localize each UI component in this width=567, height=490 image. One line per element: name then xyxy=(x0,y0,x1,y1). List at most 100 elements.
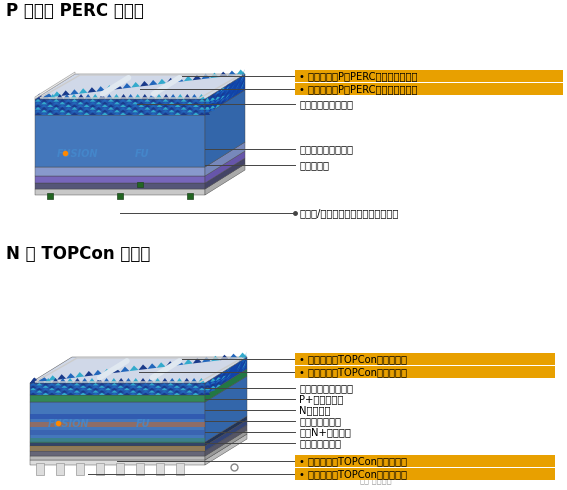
Polygon shape xyxy=(149,94,155,99)
Text: • 銀主棹（用P型PERC主棹銀浆制成）: • 銀主棹（用P型PERC主棹銀浆制成） xyxy=(299,71,417,81)
Polygon shape xyxy=(136,390,142,392)
Polygon shape xyxy=(102,99,108,101)
Polygon shape xyxy=(201,74,210,79)
Polygon shape xyxy=(167,383,174,386)
Polygon shape xyxy=(154,378,161,383)
Polygon shape xyxy=(53,112,60,115)
Polygon shape xyxy=(180,388,186,390)
Polygon shape xyxy=(144,101,150,104)
Polygon shape xyxy=(78,101,83,104)
Polygon shape xyxy=(150,104,156,107)
Polygon shape xyxy=(35,176,205,183)
Polygon shape xyxy=(136,392,142,395)
Polygon shape xyxy=(229,354,238,359)
Polygon shape xyxy=(81,378,88,383)
Polygon shape xyxy=(35,104,41,107)
Polygon shape xyxy=(155,390,161,392)
Polygon shape xyxy=(30,430,205,435)
Polygon shape xyxy=(124,383,130,386)
Polygon shape xyxy=(163,110,168,112)
Polygon shape xyxy=(138,110,144,112)
Polygon shape xyxy=(108,104,114,107)
FancyBboxPatch shape xyxy=(295,366,555,378)
Polygon shape xyxy=(127,94,134,99)
Polygon shape xyxy=(30,451,205,456)
Polygon shape xyxy=(220,98,225,103)
Polygon shape xyxy=(156,110,163,112)
Polygon shape xyxy=(30,460,205,465)
Polygon shape xyxy=(120,104,126,107)
Polygon shape xyxy=(175,110,181,112)
Polygon shape xyxy=(56,94,64,99)
Polygon shape xyxy=(61,390,67,392)
Polygon shape xyxy=(150,112,156,115)
Text: • 銀细棹（用P型PERC细棹銀浆制成）: • 銀细棹（用P型PERC细棹銀浆制成） xyxy=(299,84,417,94)
Polygon shape xyxy=(210,102,215,106)
Polygon shape xyxy=(117,392,124,395)
Polygon shape xyxy=(193,383,199,386)
Polygon shape xyxy=(184,76,193,81)
Polygon shape xyxy=(186,386,193,388)
Text: 局域铝背場: 局域铝背場 xyxy=(299,160,329,170)
Polygon shape xyxy=(60,101,65,104)
Polygon shape xyxy=(187,110,193,112)
Polygon shape xyxy=(65,112,71,115)
Polygon shape xyxy=(181,110,187,112)
Polygon shape xyxy=(210,388,215,392)
Polygon shape xyxy=(205,376,247,442)
Polygon shape xyxy=(60,110,65,112)
Text: • 銀细棹（用TOPCon銀浆制成）: • 銀细棹（用TOPCon銀浆制成） xyxy=(299,367,407,377)
Polygon shape xyxy=(242,361,247,372)
Polygon shape xyxy=(65,101,71,104)
Polygon shape xyxy=(102,107,108,110)
Polygon shape xyxy=(215,377,221,381)
Polygon shape xyxy=(114,84,122,90)
Polygon shape xyxy=(84,94,92,99)
Polygon shape xyxy=(61,388,67,390)
Text: FU: FU xyxy=(136,419,150,429)
Polygon shape xyxy=(114,99,120,101)
Polygon shape xyxy=(236,356,242,366)
Polygon shape xyxy=(242,356,247,368)
Polygon shape xyxy=(186,392,193,395)
Polygon shape xyxy=(226,371,231,377)
Polygon shape xyxy=(106,94,113,99)
Polygon shape xyxy=(220,90,225,95)
Polygon shape xyxy=(70,94,78,99)
Polygon shape xyxy=(155,392,161,395)
Polygon shape xyxy=(41,101,47,104)
Polygon shape xyxy=(41,104,47,107)
Polygon shape xyxy=(168,101,175,104)
Polygon shape xyxy=(71,107,78,110)
Polygon shape xyxy=(210,105,215,109)
Text: 铝栅线/銀胳栅线（用背面銀浆制成）: 铝栅线/銀胳栅线（用背面銀浆制成） xyxy=(299,208,399,218)
Polygon shape xyxy=(30,446,205,451)
Polygon shape xyxy=(60,99,65,101)
Polygon shape xyxy=(55,383,61,386)
Polygon shape xyxy=(215,104,220,109)
Polygon shape xyxy=(138,107,144,110)
Polygon shape xyxy=(86,388,92,390)
Polygon shape xyxy=(142,390,149,392)
Polygon shape xyxy=(242,359,247,370)
Polygon shape xyxy=(36,383,43,386)
Polygon shape xyxy=(30,422,205,427)
Polygon shape xyxy=(191,378,198,383)
Polygon shape xyxy=(205,108,210,112)
Polygon shape xyxy=(53,107,60,110)
Polygon shape xyxy=(144,107,150,110)
Polygon shape xyxy=(105,388,111,390)
Polygon shape xyxy=(240,69,245,80)
Polygon shape xyxy=(230,84,235,91)
Polygon shape xyxy=(199,392,205,395)
Polygon shape xyxy=(175,99,181,101)
Polygon shape xyxy=(221,375,226,380)
Polygon shape xyxy=(215,94,220,98)
Polygon shape xyxy=(167,386,174,388)
Polygon shape xyxy=(167,388,174,390)
Polygon shape xyxy=(211,356,220,361)
Text: 雪球·金川财经: 雪球·金川财经 xyxy=(360,476,392,485)
Polygon shape xyxy=(43,386,49,388)
Polygon shape xyxy=(193,101,199,104)
Polygon shape xyxy=(30,392,36,395)
